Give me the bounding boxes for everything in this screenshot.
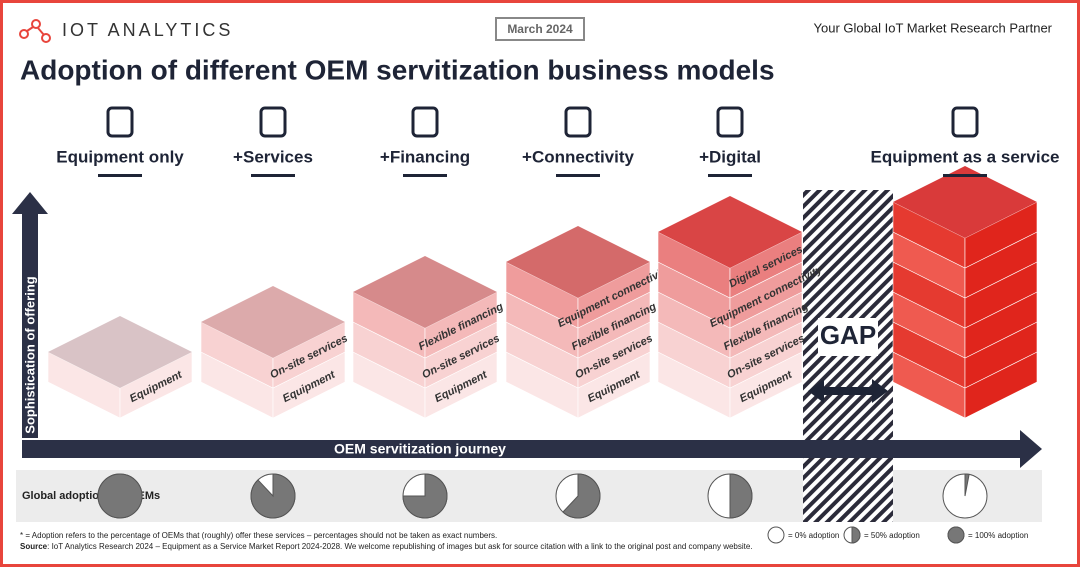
model-icon [716,106,744,138]
label-underline [556,174,600,177]
label-underline [403,174,447,177]
label-underline [943,174,987,177]
gap-label: GAP [820,320,876,350]
block-top-face [893,166,1037,238]
model-icon [411,106,439,138]
model-label: +Connectivity [522,147,634,166]
logo [19,19,51,43]
model-icon [951,106,979,138]
adoption-pie [562,473,601,519]
source: Source: IoT Analytics Research 2024 – Eq… [20,542,753,551]
model-label: +Financing [380,147,470,166]
label-underline [708,174,752,177]
model-label: +Digital [699,147,761,166]
source-label: Source [20,542,48,551]
gap-hatch-band [803,470,893,522]
model-label: +Services [233,147,313,166]
label-underline [98,174,142,177]
legend-label: = 100% adoption [968,531,1028,540]
gap-box [818,318,878,356]
title: Adoption of different OEM servitization … [20,54,775,85]
adoption-pie [964,473,970,497]
date: March 2024 [507,22,573,36]
block-top-face [353,256,497,328]
x-axis-label: OEM servitization journey [334,441,506,457]
y-axis-label: Sophistication of offering [22,276,37,433]
adoption-pie [947,526,965,544]
block-top-face [48,316,192,388]
legend-label: = 0% adoption [788,531,839,540]
adoption-pie [729,473,753,519]
block-top-face [658,196,802,268]
label-underline [251,174,295,177]
block-top-face [506,226,650,298]
block-top-face [201,286,345,358]
adoption-pie [851,526,861,544]
source-text: : IoT Analytics Research 2024 – Equipmen… [47,542,752,551]
model-icon [106,106,134,138]
footnote: * = Adoption refers to the percentage of… [20,531,497,540]
adoption-pie [250,473,296,519]
tagline: Your Global IoT Market Research Partner [814,20,1053,35]
model-label: Equipment only [56,147,184,166]
model-icon [259,106,287,138]
legend-label: = 50% adoption [864,531,920,540]
adoption-pie [97,473,143,519]
date-box [495,17,585,41]
gap-arrow [808,379,888,403]
model-icon [564,106,592,138]
y-arrow [12,192,48,438]
adoption-ring [767,526,785,544]
adoption-pie [402,473,448,519]
x-arrow [22,430,1042,468]
model-label: Equipment as a service [871,147,1060,166]
brand: IOT ANALYTICS [62,20,233,40]
